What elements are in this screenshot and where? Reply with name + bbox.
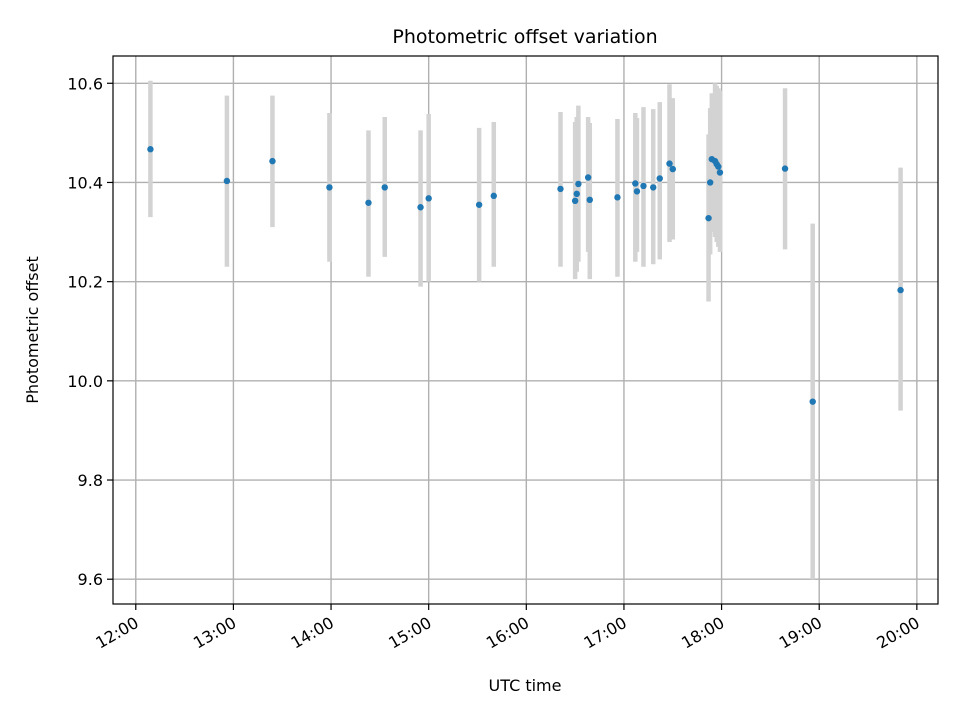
data-point (640, 182, 647, 190)
data-point (490, 192, 497, 200)
data-point (781, 165, 789, 172)
chart-title: Photometric offset variation (392, 26, 657, 48)
data-point (557, 185, 564, 193)
data-point (706, 179, 714, 186)
data-point (632, 180, 639, 187)
grid (113, 56, 938, 604)
data-point (575, 180, 582, 188)
y-tick-label: 9.8 (78, 471, 103, 490)
data-point (326, 184, 333, 191)
data-point (571, 197, 579, 205)
data-point (573, 190, 580, 198)
data-point (381, 184, 388, 191)
data-point (809, 398, 816, 405)
data-point (269, 157, 276, 165)
data-point (897, 286, 904, 294)
y-tick-label: 10.2 (67, 273, 103, 292)
data-point (656, 175, 663, 182)
data-point (584, 174, 592, 181)
y-axis: 9.6 9.8 10.0 10.2 10.4 10.6 (67, 74, 113, 589)
data-point (716, 169, 724, 176)
data-point (669, 165, 676, 173)
x-axis-label: UTC time (489, 676, 562, 695)
data-point (705, 214, 712, 222)
data-point (475, 201, 483, 208)
data-point (586, 196, 593, 204)
plot-frame (112, 55, 939, 605)
data-point (666, 160, 673, 167)
y-tick-label: 9.6 (78, 570, 103, 589)
data-point (633, 188, 641, 195)
data-point (365, 199, 372, 206)
data-point (425, 195, 432, 202)
y-tick-label: 10.0 (67, 372, 103, 391)
y-tick-label: 10.6 (67, 74, 103, 93)
data-point (614, 194, 621, 201)
data-point (650, 184, 657, 191)
y-axis-label: Photometric offset (23, 256, 42, 404)
y-tick-label: 10.4 (67, 173, 103, 192)
data-points (147, 146, 904, 405)
data-point (417, 204, 424, 211)
data-point (147, 146, 154, 153)
data-point (715, 163, 722, 170)
data-point (223, 177, 231, 185)
